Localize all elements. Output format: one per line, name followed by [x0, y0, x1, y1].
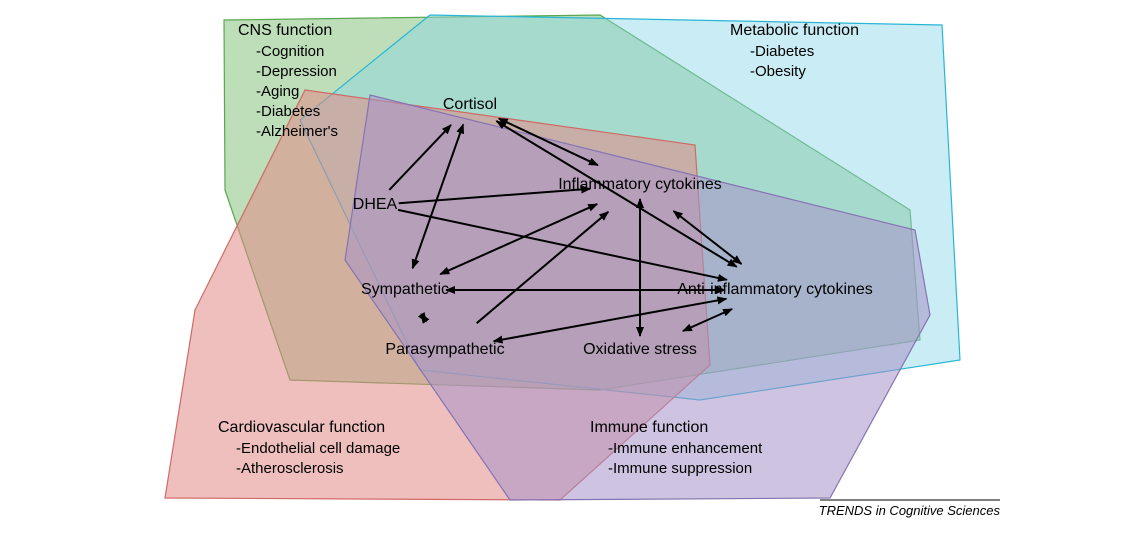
- region-item-cns-3: -Diabetes: [256, 103, 320, 120]
- node-sympathetic: Sympathetic: [361, 281, 449, 298]
- region-item-cns-0: -Cognition: [256, 43, 324, 60]
- region-item-cardio-0: -Endothelial cell damage: [236, 440, 400, 457]
- region-title-metabolic: Metabolic function: [730, 22, 859, 39]
- region-title-cardio: Cardiovascular function: [218, 419, 385, 436]
- region-item-metabolic-1: -Obesity: [750, 63, 806, 80]
- region-title-cns: CNS function: [238, 22, 332, 39]
- node-inflammatory: Inflammatory cytokines: [558, 176, 722, 193]
- node-oxidative: Oxidative stress: [583, 341, 697, 358]
- region-item-cns-2: -Aging: [256, 83, 299, 100]
- node-cortisol: Cortisol: [443, 96, 497, 113]
- node-parasympathetic: Parasympathetic: [385, 341, 504, 358]
- region-item-metabolic-0: -Diabetes: [750, 43, 814, 60]
- attribution-text: TRENDS in Cognitive Sciences: [819, 503, 1001, 518]
- region-item-immune-1: -Immune suppression: [608, 460, 752, 477]
- node-dhea: DHEA: [353, 196, 398, 213]
- region-item-cardio-1: -Atherosclerosis: [236, 460, 344, 477]
- region-title-immune: Immune function: [590, 419, 708, 436]
- region-item-cns-4: -Alzheimer's: [256, 123, 338, 140]
- node-antiinflammatory: Anti-inflammatory cytokines: [677, 281, 873, 298]
- region-item-immune-0: -Immune enhancement: [608, 440, 763, 457]
- diagram-canvas: Cortisol DHEA Inflammatory cytokines Sympat…: [0, 0, 1143, 538]
- region-item-cns-1: -Depression: [256, 63, 337, 80]
